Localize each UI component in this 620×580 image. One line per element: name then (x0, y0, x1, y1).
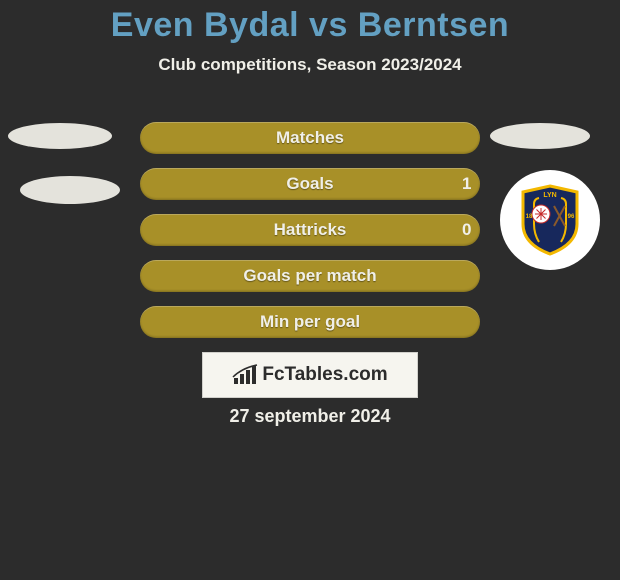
subtitle: Club competitions, Season 2023/2024 (0, 55, 620, 75)
brand-box[interactable]: FcTables.com (202, 352, 418, 398)
stat-label: Goals (140, 168, 480, 200)
stat-label: Min per goal (140, 306, 480, 338)
stat-row: Min per goal (0, 302, 620, 348)
stat-row: Hattricks 0 (0, 210, 620, 256)
brand-label: FcTables.com (262, 364, 387, 386)
comparison-card: Even Bydal vs Berntsen Club competitions… (0, 0, 620, 580)
stat-label: Matches (140, 122, 480, 154)
stat-label: Hattricks (140, 214, 480, 246)
stat-row: Matches (0, 118, 620, 164)
stat-value-right: 0 (462, 214, 471, 246)
stat-label: Goals per match (140, 260, 480, 292)
date-label: 27 september 2024 (0, 406, 620, 427)
stat-value-right: 1 (462, 168, 471, 200)
stat-row: Goals per match (0, 256, 620, 302)
bars-icon (232, 364, 258, 386)
stat-rows: Matches Goals 1 Hattricks 0 Goals per ma… (0, 118, 620, 348)
stat-row: Goals 1 (0, 164, 620, 210)
page-title: Even Bydal vs Berntsen (0, 0, 620, 45)
